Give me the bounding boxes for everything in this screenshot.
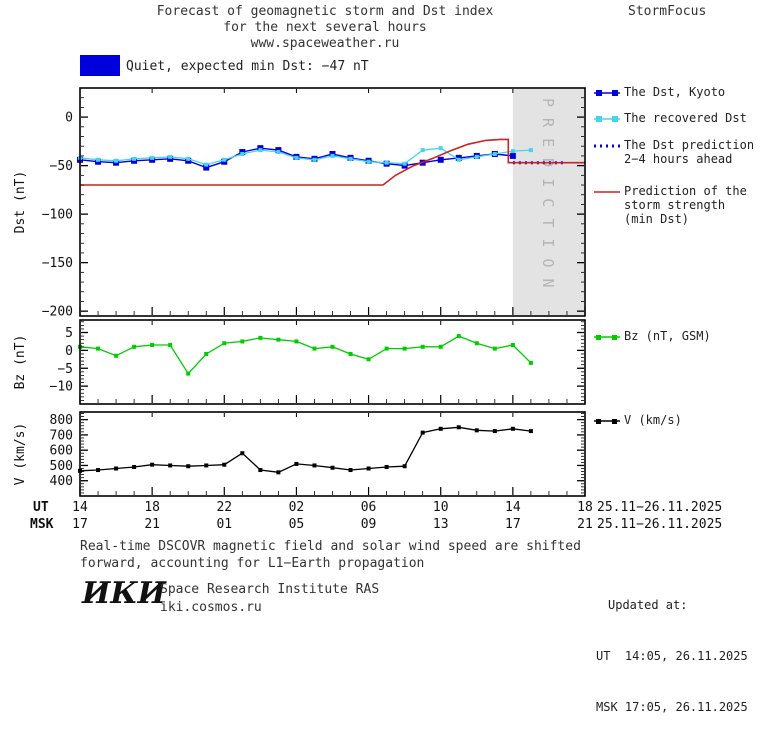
dst-prediction-dotted-line-icon [594, 144, 620, 148]
x-tick-label: 18 [144, 500, 160, 515]
storm-forecast-page: Forecast of geomagnetic storm and Dst in… [0, 4, 760, 714]
dst-chart: P R E D I C T I O N 0 −50 −100 −150 −200 Dst (… [13, 87, 586, 320]
legend-storm-strength: Prediction of the storm strength (min Ds… [594, 184, 747, 226]
title-line-1: Forecast of geomagnetic storm and Dst in… [156, 4, 494, 19]
legend-storm-strength-label-1: Prediction of the [624, 184, 747, 198]
bz-line-icon [594, 335, 620, 340]
brand-stormfocus: StormFocus [628, 4, 707, 19]
title-line-2: for the next several hours [223, 20, 427, 35]
svg-text:Bz (nT): Bz (nT) [13, 335, 28, 390]
legend-dst-kyoto: The Dst, Kyoto [594, 85, 725, 99]
svg-text:−50: −50 [50, 159, 73, 174]
v-line-icon [594, 419, 620, 424]
x-tick-label: 06 [360, 500, 377, 515]
x-tick-label: 17 [505, 517, 521, 532]
svg-text:−5: −5 [57, 362, 73, 377]
institute-block: Space Research Institute RAS iki.cosmos.… [160, 581, 379, 617]
note-line-1: Real-time DSCOVR magnetic field and sola… [80, 539, 581, 554]
svg-text:−10: −10 [50, 380, 73, 395]
x-tick-label: 21 [144, 517, 160, 532]
svg-text:−200: −200 [42, 305, 73, 320]
ut-axis-row: UT 14 18 22 02 06 10 14 18 25.11−26.11.2025 [0, 500, 760, 516]
msk-axis-row: MSK 17 21 01 05 09 13 17 21 25.11−26.11.2025 [0, 517, 760, 533]
legend-recovered-dst: The recovered Dst [594, 111, 747, 125]
svg-text:Dst (nT): Dst (nT) [13, 171, 28, 234]
svg-text:800: 800 [50, 413, 73, 428]
svg-text:500: 500 [50, 459, 73, 474]
note-line-2: forward, accounting for L1−Earth propaga… [80, 556, 425, 571]
legend-dst-prediction: The Dst prediction 2−4 hours ahead [594, 138, 754, 166]
legend-dst-kyoto-label: The Dst, Kyoto [624, 85, 726, 99]
svg-text:400: 400 [50, 474, 73, 489]
ut-date-range: 25.11−26.11.2025 [597, 500, 723, 515]
storm-level-color-box [80, 55, 120, 76]
x-tick-label: 22 [216, 500, 233, 515]
svg-text:V (km/s): V (km/s) [13, 423, 28, 486]
bz-chart: 5 0 −5 −10 Bz (nT) [13, 319, 586, 405]
legend-dst-prediction-label-1: The Dst prediction [624, 138, 755, 152]
msk-date-range: 25.11−26.11.2025 [597, 517, 723, 532]
svg-text:0: 0 [65, 111, 73, 126]
x-tick-label: 09 [360, 517, 377, 532]
updated-ut: UT 14:05, 26.11.2025 [596, 649, 748, 663]
legend-storm-strength-label-2: storm strength [624, 198, 726, 212]
msk-label: MSK [30, 517, 54, 532]
legend-bz-label: Bz (nT, GSM) [624, 329, 711, 343]
updated-block: Updated at: UT 14:05, 26.11.2025 MSK 17:… [596, 563, 748, 750]
legend-recovered-dst-label: The recovered Dst [624, 111, 747, 125]
svg-text:700: 700 [50, 428, 73, 443]
legend-v-label: V (km/s) [624, 413, 682, 427]
updated-msk: MSK 17:05, 26.11.2025 [596, 700, 748, 714]
legend-bz: Bz (nT, GSM) [594, 329, 711, 343]
updated-label: Updated at: [608, 598, 688, 612]
x-tick-label: 14 [505, 500, 521, 515]
iki-logo: ИКИ [82, 576, 166, 611]
recovered-dst-line-icon [594, 116, 620, 122]
svg-text:600: 600 [50, 444, 73, 459]
svg-text:5: 5 [65, 326, 73, 341]
svg-text:−150: −150 [42, 256, 73, 271]
propagation-note: Real-time DSCOVR magnetic field and sola… [80, 538, 581, 572]
legend-storm-strength-label-3: (min Dst) [624, 212, 690, 226]
x-tick-label: 17 [72, 517, 88, 532]
x-tick-label: 13 [432, 517, 449, 532]
x-tick-label: 14 [72, 500, 88, 515]
svg-text:0: 0 [65, 344, 73, 359]
storm-strength-line-icon [594, 191, 620, 193]
iki-site-link[interactable]: iki.cosmos.ru [160, 600, 262, 615]
institute-name: Space Research Institute RAS [160, 582, 380, 597]
x-tick-label: 10 [432, 500, 449, 515]
x-tick-label: 05 [288, 517, 305, 532]
legend-v: V (km/s) [594, 413, 682, 427]
x-tick-label: 18 [577, 500, 593, 515]
page-title: Forecast of geomagnetic storm and Dst in… [0, 4, 650, 52]
x-tick-label: 02 [288, 500, 305, 515]
svg-text:P R E D I C T I O N: P R E D I C T I O N [539, 98, 557, 289]
dst-kyoto-line-icon [594, 90, 620, 96]
svg-text:−100: −100 [42, 208, 73, 223]
x-tick-label: 21 [577, 517, 593, 532]
spaceweather-link[interactable]: www.spaceweather.ru [250, 36, 400, 51]
ut-label: UT [33, 500, 49, 515]
x-tick-label: 01 [216, 517, 233, 532]
legend-dst-prediction-label-2: 2−4 hours ahead [624, 152, 733, 166]
status-text: Quiet, expected min Dst: −47 nT [126, 59, 369, 74]
